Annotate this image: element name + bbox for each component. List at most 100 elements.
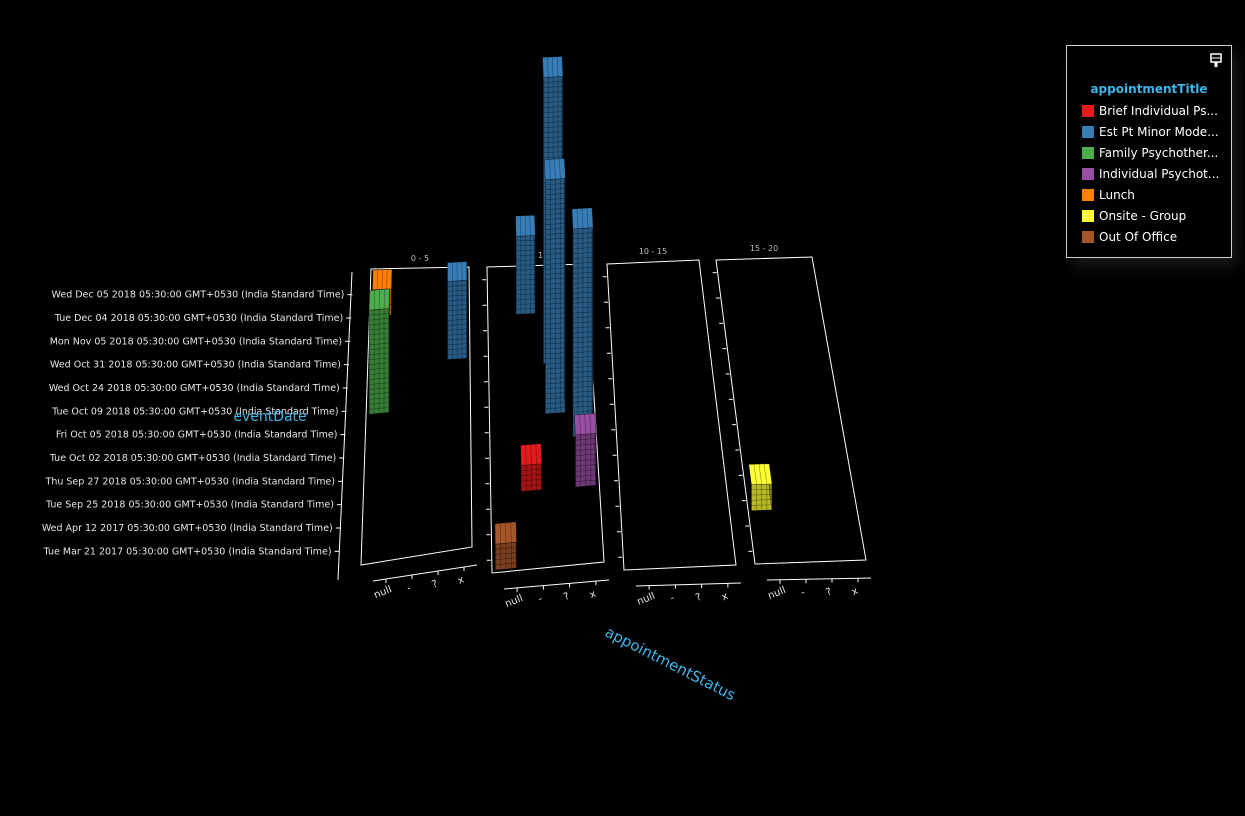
bar-grid-line — [572, 291, 594, 294]
legend-item[interactable]: Brief Individual Ps... — [1082, 100, 1219, 121]
date-tick-label: Tue Sep 25 2018 05:30:00 GMT+0530 (India… — [45, 500, 334, 511]
bar-grid-line — [581, 208, 584, 229]
bar-3d[interactable] — [748, 463, 773, 511]
trellis-panel-frame — [360, 266, 473, 566]
bar-grid-line — [572, 326, 594, 329]
legend-item[interactable]: Out Of Office — [1082, 226, 1219, 247]
bar-grid-line — [545, 382, 566, 385]
bar-grid-line — [545, 267, 566, 270]
bar-grid-line — [516, 283, 536, 286]
bar-grid-line — [543, 101, 563, 103]
legend-item[interactable]: Individual Psychot... — [1082, 163, 1219, 184]
bar-grid-line — [447, 338, 467, 341]
bar-grid-line — [373, 290, 376, 310]
bar-top-face — [574, 413, 597, 436]
bar-top-face — [515, 214, 536, 237]
bar-grid-line — [572, 341, 594, 344]
bar-3d[interactable] — [368, 288, 390, 415]
legend-item[interactable]: Family Psychother... — [1082, 142, 1219, 163]
bar-grid-line — [572, 276, 594, 279]
bar-grid-line — [545, 367, 566, 370]
trellis-panel-frame — [715, 256, 867, 565]
status-axis-line — [372, 564, 478, 582]
bar-3d[interactable] — [494, 521, 517, 571]
status-axis-line — [503, 579, 610, 590]
legend-item[interactable]: Est Pt Minor Mode... — [1082, 121, 1219, 142]
bar-grid-line — [575, 469, 597, 472]
status-axis-line — [766, 577, 872, 581]
bar-3d[interactable] — [574, 413, 597, 488]
bar-grid-line — [545, 247, 566, 250]
bar-grid-line — [572, 301, 594, 304]
bar-grid-line — [545, 377, 566, 380]
bar-3d[interactable] — [515, 214, 536, 315]
paintbrush-icon[interactable] — [1209, 53, 1223, 69]
date-tick-label: Tue Dec 04 2018 05:30:00 GMT+0530 (India… — [54, 313, 343, 324]
bar-grid-line — [545, 252, 566, 255]
bar-top-face — [571, 207, 594, 230]
legend-label: Onsite - Group — [1099, 208, 1187, 223]
legend-item[interactable]: Onsite - Group — [1082, 205, 1219, 226]
status-tick-label: null — [767, 585, 788, 602]
bar-grid-line — [545, 198, 566, 200]
bar-grid-line — [495, 557, 517, 561]
bar-grid-line — [545, 222, 566, 225]
bar-grid-line — [521, 484, 542, 487]
bar-grid-line — [369, 357, 390, 361]
legend-item[interactable]: Lunch — [1082, 184, 1219, 205]
bar-3d[interactable] — [447, 261, 468, 360]
bar-grid-line — [369, 402, 390, 405]
bar-grid-line — [369, 407, 390, 410]
bar-grid-line — [576, 208, 579, 229]
legend-label: Lunch — [1099, 187, 1135, 202]
bar-grid-line — [572, 375, 594, 378]
legend-swatch — [1082, 167, 1094, 180]
bar-grid-line — [572, 395, 594, 398]
bar-grid-line — [572, 405, 594, 408]
date-tick-label: Wed Oct 24 2018 05:30:00 GMT+0530 (India… — [49, 383, 340, 394]
bar-grid-line — [369, 367, 390, 370]
bar-grid-line — [545, 332, 566, 335]
date-tick-label: Mon Nov 05 2018 05:30:00 GMT+0530 (India… — [50, 336, 342, 347]
bar-grid-line — [543, 146, 563, 149]
bar-grid-line — [572, 316, 594, 319]
bar-grid-line — [447, 309, 467, 312]
legend-swatch — [1082, 188, 1094, 201]
status-tick-label: null — [504, 593, 525, 610]
bar-grid-line — [543, 136, 563, 138]
bar-grid-line — [516, 293, 536, 296]
bar-grid-line — [545, 183, 566, 186]
bar-grid-line — [519, 215, 522, 237]
bar-grid-line — [556, 56, 559, 77]
status-tick-label: x — [720, 591, 730, 603]
bar-grid-line — [543, 156, 563, 159]
bar-grid-line — [378, 289, 380, 310]
bar-grid-line — [572, 281, 594, 284]
bar-grid-line — [579, 414, 581, 435]
bar-grid-line — [543, 121, 563, 123]
bar-grid-line — [447, 318, 467, 321]
bar-grid-line — [516, 244, 536, 247]
bar-grid-line — [369, 377, 390, 380]
bar-3d[interactable] — [520, 443, 543, 492]
bar-grid-line — [447, 333, 467, 336]
bar-grid-line — [545, 352, 566, 355]
bar-grid-line — [545, 262, 566, 265]
bar-grid-line — [369, 327, 390, 331]
date-tick-label: Thu Sep 27 2018 05:30:00 GMT+0530 (India… — [45, 476, 336, 487]
bar-3d[interactable] — [544, 158, 566, 415]
bar-grid-line — [369, 337, 390, 341]
bar-grid-line — [751, 499, 773, 501]
bar-grid-line — [554, 159, 556, 180]
bar-grid-line — [572, 247, 594, 250]
bar-grid-line — [525, 444, 527, 466]
bar-grid-line — [545, 362, 566, 365]
bar-grid-line — [516, 274, 536, 276]
bar-3d[interactable] — [571, 207, 594, 438]
bar-grid-line — [447, 304, 467, 307]
bar-grid-line — [575, 443, 597, 446]
panel-label: 15 - 20 — [750, 244, 778, 253]
bar-grid-line — [545, 402, 566, 405]
bar-grid-line — [516, 259, 536, 261]
bar-grid-line — [545, 292, 566, 295]
